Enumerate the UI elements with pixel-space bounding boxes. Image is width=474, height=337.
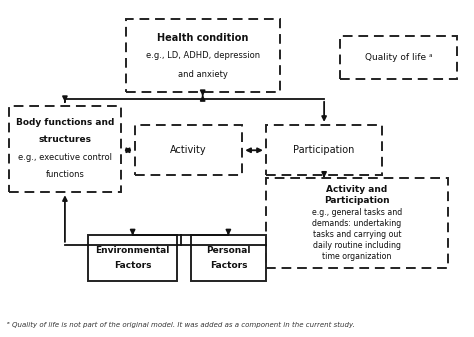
Bar	[9, 105, 121, 192]
Bar	[266, 179, 448, 268]
Text: Activity: Activity	[170, 145, 207, 155]
Text: daily routine including: daily routine including	[313, 241, 401, 250]
Bar	[126, 19, 280, 92]
Text: Personal: Personal	[206, 246, 251, 255]
Text: Activity and: Activity and	[326, 185, 387, 194]
Text: Factors: Factors	[114, 261, 151, 270]
Text: e.g., general tasks and: e.g., general tasks and	[312, 208, 402, 216]
Text: structures: structures	[38, 135, 91, 145]
Text: tasks and carrying out: tasks and carrying out	[312, 230, 401, 239]
Text: e.g., LD, ADHD, depression: e.g., LD, ADHD, depression	[146, 51, 260, 60]
Bar	[191, 235, 266, 281]
Bar	[340, 36, 457, 79]
Text: e.g., executive control: e.g., executive control	[18, 153, 112, 162]
Text: time organization: time organization	[322, 252, 392, 261]
Text: demands: undertaking: demands: undertaking	[312, 219, 401, 228]
Text: Factors: Factors	[210, 261, 247, 270]
Bar	[135, 125, 242, 175]
Bar	[266, 125, 383, 175]
Text: and anxiety: and anxiety	[178, 69, 228, 79]
Text: Environmental: Environmental	[95, 246, 170, 255]
Text: Body functions and: Body functions and	[16, 118, 114, 127]
Text: Participation: Participation	[324, 196, 390, 205]
Text: Participation: Participation	[293, 145, 355, 155]
Text: Health condition: Health condition	[157, 33, 248, 42]
Bar	[88, 235, 177, 281]
Text: functions: functions	[46, 170, 84, 179]
Text: Quality of life ᵃ: Quality of life ᵃ	[365, 53, 433, 62]
Text: ᵃ Quality of life is not part of the original model. It was added as a component: ᵃ Quality of life is not part of the ori…	[7, 321, 355, 328]
